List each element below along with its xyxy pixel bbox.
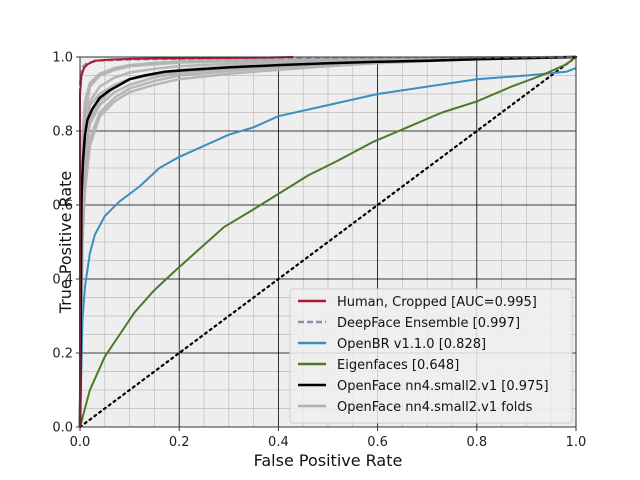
y-tick-label: 0.8	[52, 125, 73, 140]
y-tick-label: 1.0	[52, 51, 73, 66]
legend-label: Human, Cropped [AUC=0.995]	[337, 295, 537, 310]
x-tick-label: 0.4	[268, 435, 289, 450]
y-axis-label: True Positive Rate	[56, 171, 75, 315]
series-layer	[78, 55, 578, 429]
legend-box	[289, 288, 573, 424]
x-axis-label: False Positive Rate	[254, 451, 403, 470]
legend-label: OpenBR v1.1.0 [0.828]	[337, 337, 486, 352]
y-tick-label: 0.6	[52, 199, 73, 214]
x-tick-label: 0.8	[466, 435, 487, 450]
series-line	[79, 56, 577, 427]
x-tick-label: 1.0	[566, 435, 587, 450]
y-tick-label: 0.0	[52, 421, 73, 436]
legend-label: OpenFace nn4.small2.v1 [0.975]	[337, 379, 549, 394]
series-line	[79, 56, 577, 428]
legend-label: DeepFace Ensemble [0.997]	[337, 316, 520, 331]
series-line	[79, 56, 294, 427]
chance-diagonal	[78, 55, 578, 429]
plot-frame	[79, 56, 577, 428]
x-tick-label: 0.2	[169, 435, 190, 450]
x-tick-label: 0.6	[367, 435, 388, 450]
legend-label: Eigenfaces [0.648]	[337, 358, 459, 373]
y-tick-label: 0.4	[52, 273, 73, 288]
series-line	[79, 67, 577, 428]
series-line	[78, 55, 577, 428]
tick-layer: 0.0 0.2 0.4 0.6 0.8 1.0 0.0 0.2 0.4 0.6 0.8 1.0	[52, 51, 586, 451]
x-tick-label: 0.0	[70, 435, 91, 450]
legend-label: OpenFace nn4.small2.v1 folds	[337, 400, 533, 415]
legend: Human, Cropped [AUC=0.995] DeepFace Ensem…	[289, 288, 573, 424]
y-tick-label: 0.2	[52, 347, 73, 362]
